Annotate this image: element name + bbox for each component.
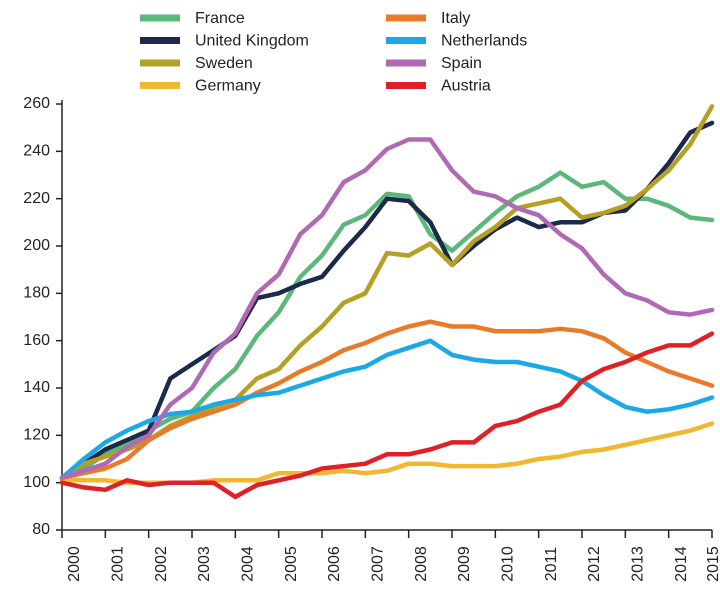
x-tick-label: 2015 (705, 546, 720, 582)
series-line (59, 170, 715, 481)
y-tick-label: 80 (32, 521, 50, 538)
x-tick-label: 2011 (543, 547, 560, 582)
series-line (59, 137, 715, 481)
x-tick-label: 2007 (370, 546, 387, 582)
x-tick-label: 2001 (110, 546, 127, 582)
series-line (59, 331, 715, 500)
y-tick-label: 260 (23, 95, 50, 112)
x-tick-label: 2004 (240, 546, 257, 582)
x-tick-label: 2014 (673, 546, 690, 582)
y-tick-label: 240 (23, 143, 50, 160)
x-tick-label: 2010 (500, 546, 517, 582)
legend-label: Austria (441, 78, 491, 95)
y-tick-label: 180 (23, 285, 50, 302)
x-tick-label: 2012 (586, 546, 603, 582)
x-tick-label: 2009 (456, 546, 473, 582)
y-tick-label: 160 (23, 332, 50, 349)
y-tick-label: 100 (23, 474, 50, 491)
y-tick-label: 120 (23, 427, 50, 444)
y-tick-label: 200 (23, 237, 50, 254)
legend-label: Italy (441, 10, 470, 27)
x-tick-label: 2006 (326, 546, 343, 582)
y-tick-label: 220 (23, 190, 50, 207)
x-tick-label: 2005 (283, 546, 300, 582)
legend-label: Netherlands (441, 33, 527, 50)
legend-label: United Kingdom (195, 33, 309, 50)
x-tick-label: 2003 (196, 546, 213, 582)
legend-label: Germany (195, 78, 261, 95)
series-line (59, 338, 715, 481)
x-tick-label: 2008 (413, 546, 430, 582)
legend-label: France (195, 10, 245, 27)
legend-label: Spain (441, 55, 482, 72)
y-tick-label: 140 (23, 379, 50, 396)
x-tick-label: 2000 (66, 546, 83, 582)
legend-label: Sweden (195, 55, 253, 72)
x-tick-label: 2013 (630, 546, 647, 582)
x-tick-label: 2002 (153, 546, 170, 582)
series-line (59, 319, 715, 481)
